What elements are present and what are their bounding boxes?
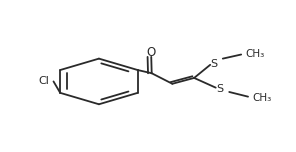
Text: Cl: Cl (38, 76, 49, 86)
Text: S: S (210, 59, 217, 69)
Text: O: O (147, 46, 156, 59)
Text: CH₃: CH₃ (253, 93, 272, 103)
Text: CH₃: CH₃ (246, 49, 265, 59)
Text: S: S (216, 84, 223, 94)
